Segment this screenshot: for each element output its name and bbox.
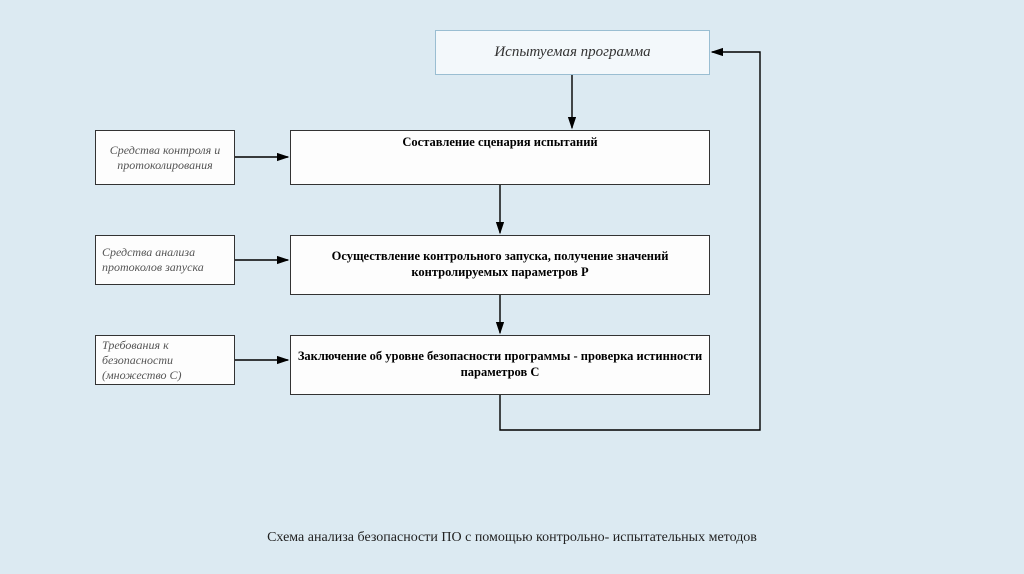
node-main2: Осуществление контрольного запуска, полу… [290,235,710,295]
node-left3-label: Требования к безопасности (множество С) [102,338,228,383]
node-left1: Средства контроля и протоколирования [95,130,235,185]
node-main3: Заключение об уровне безопасности програ… [290,335,710,395]
node-main1-label: Составление сценария испытаний [402,135,597,151]
node-main3-label: Заключение об уровне безопасности програ… [297,349,703,380]
node-top: Испытуемая программа [435,30,710,75]
diagram-caption: Схема анализа безопасности ПО с помощью … [0,530,1024,546]
node-left2-label: Средства анализа протоколов запуска [102,245,228,275]
node-left2: Средства анализа протоколов запуска [95,235,235,285]
caption-text: Схема анализа безопасности ПО с помощью … [267,530,757,545]
node-main1: Составление сценария испытаний [290,130,710,185]
node-main2-label: Осуществление контрольного запуска, полу… [297,249,703,280]
node-left1-label: Средства контроля и протоколирования [102,143,228,173]
node-left3: Требования к безопасности (множество С) [95,335,235,385]
node-top-label: Испытуемая программа [494,43,650,62]
